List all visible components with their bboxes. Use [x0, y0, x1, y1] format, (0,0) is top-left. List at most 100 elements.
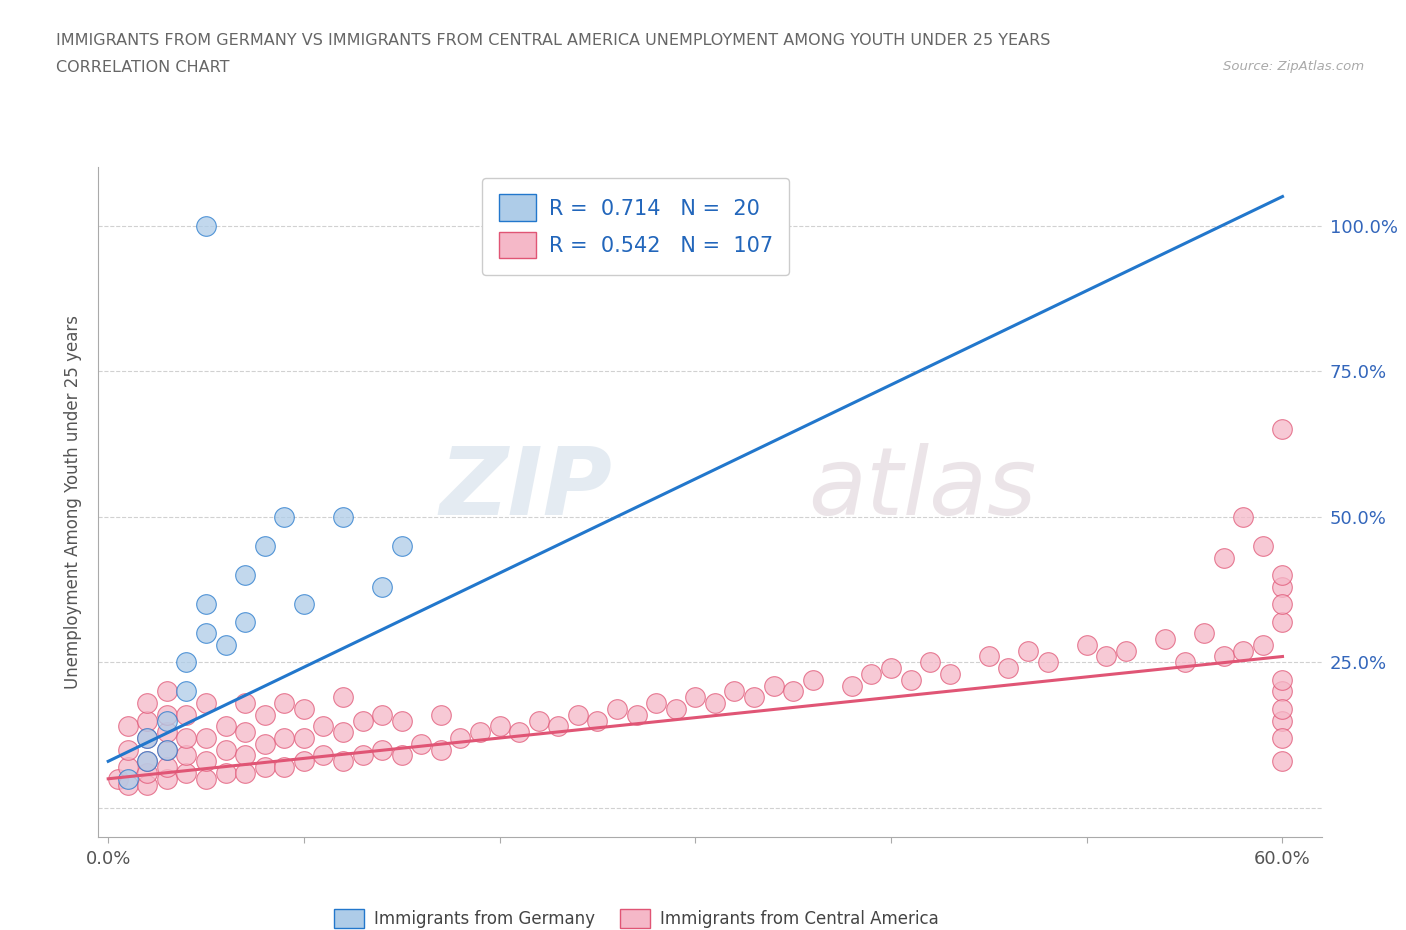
Point: [880, 660, 903, 675]
Point: [1251, 637, 1274, 652]
Point: [156, 742, 179, 757]
Point: [1076, 637, 1098, 652]
Point: [1212, 649, 1234, 664]
Point: [117, 771, 139, 786]
Point: [136, 731, 159, 746]
Point: [273, 510, 295, 525]
Point: [1271, 701, 1294, 716]
Point: [233, 696, 256, 711]
Point: [391, 538, 413, 553]
Point: [488, 719, 510, 734]
Point: [233, 748, 256, 763]
Point: [156, 708, 179, 723]
Point: [371, 708, 394, 723]
Point: [1251, 538, 1274, 553]
Text: IMMIGRANTS FROM GERMANY VS IMMIGRANTS FROM CENTRAL AMERICA UNEMPLOYMENT AMONG YO: IMMIGRANTS FROM GERMANY VS IMMIGRANTS FR…: [56, 33, 1050, 47]
Point: [136, 754, 159, 769]
Point: [997, 660, 1019, 675]
Point: [214, 637, 236, 652]
Point: [292, 731, 315, 746]
Point: [645, 696, 668, 711]
Point: [136, 696, 159, 711]
Point: [371, 742, 394, 757]
Point: [1271, 614, 1294, 629]
Point: [1036, 655, 1059, 670]
Point: [742, 690, 765, 705]
Point: [332, 690, 354, 705]
Point: [214, 719, 236, 734]
Point: [939, 667, 962, 682]
Point: [195, 771, 218, 786]
Point: [176, 655, 198, 670]
Point: [450, 731, 472, 746]
Point: [117, 777, 139, 792]
Point: [1271, 422, 1294, 437]
Point: [332, 724, 354, 739]
Point: [567, 708, 589, 723]
Point: [1271, 684, 1294, 698]
Point: [273, 731, 295, 746]
Point: [665, 701, 688, 716]
Point: [136, 765, 159, 780]
Point: [1271, 579, 1294, 594]
Text: atlas: atlas: [808, 444, 1036, 535]
Text: ZIP: ZIP: [439, 443, 612, 535]
Point: [136, 731, 159, 746]
Point: [156, 684, 179, 698]
Point: [195, 597, 218, 612]
Point: [195, 731, 218, 746]
Point: [233, 724, 256, 739]
Point: [117, 760, 139, 775]
Point: [1017, 644, 1039, 658]
Point: [253, 760, 276, 775]
Point: [195, 696, 218, 711]
Point: [468, 724, 491, 739]
Point: [352, 748, 374, 763]
Point: [1154, 631, 1177, 646]
Point: [977, 649, 1000, 664]
Point: [762, 678, 785, 693]
Point: [176, 684, 198, 698]
Point: [411, 737, 433, 751]
Point: [156, 713, 179, 728]
Point: [371, 579, 394, 594]
Point: [195, 626, 218, 641]
Legend: Immigrants from Germany, Immigrants from Central America: Immigrants from Germany, Immigrants from…: [328, 902, 946, 930]
Point: [1271, 713, 1294, 728]
Point: [723, 684, 745, 698]
Point: [332, 754, 354, 769]
Point: [312, 748, 335, 763]
Point: [195, 219, 218, 233]
Point: [292, 754, 315, 769]
Point: [860, 667, 883, 682]
Point: [156, 724, 179, 739]
Point: [136, 713, 159, 728]
Point: [156, 742, 179, 757]
Point: [1271, 567, 1294, 582]
Point: [586, 713, 609, 728]
Point: [233, 567, 256, 582]
Point: [214, 742, 236, 757]
Point: [527, 713, 550, 728]
Text: CORRELATION CHART: CORRELATION CHART: [56, 60, 229, 75]
Point: [156, 771, 179, 786]
Point: [107, 771, 129, 786]
Point: [920, 655, 942, 670]
Point: [1174, 655, 1197, 670]
Point: [1192, 626, 1215, 641]
Point: [801, 672, 824, 687]
Point: [723, 230, 745, 245]
Point: [312, 719, 335, 734]
Point: [176, 765, 198, 780]
Point: [1095, 649, 1118, 664]
Point: [703, 696, 725, 711]
Point: [253, 708, 276, 723]
Point: [176, 731, 198, 746]
Point: [685, 690, 707, 705]
Point: [900, 672, 922, 687]
Point: [1271, 672, 1294, 687]
Point: [292, 701, 315, 716]
Point: [782, 684, 804, 698]
Point: [508, 724, 530, 739]
Point: [117, 719, 139, 734]
